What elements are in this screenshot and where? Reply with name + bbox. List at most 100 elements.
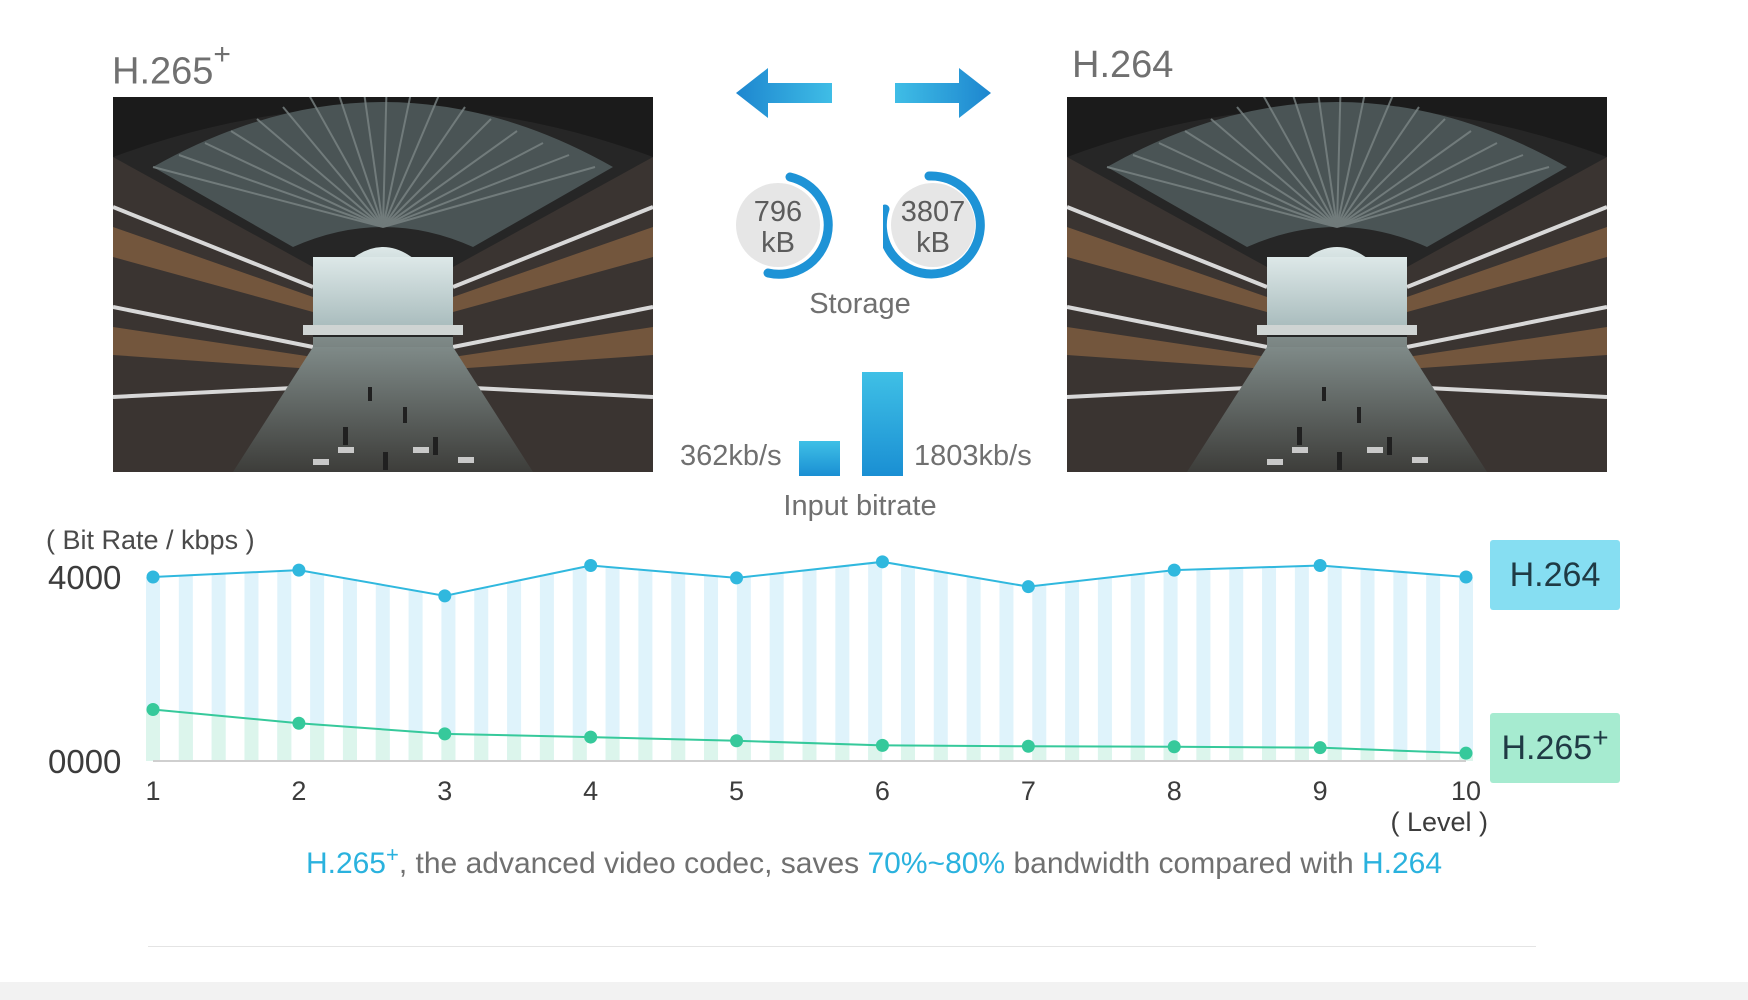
y-tick-label: 4000 — [48, 559, 121, 596]
h264-fill-stripe — [244, 572, 259, 761]
storage-h265-ring: 796 kB — [728, 165, 838, 285]
h265-fill-stripe — [933, 745, 948, 761]
h265-plus-sample-image — [113, 97, 653, 472]
h265-fill-stripe — [211, 715, 226, 761]
h264-fill-stripe — [408, 590, 423, 761]
arrow-right-icon — [895, 68, 991, 118]
h265-fill-stripe — [1032, 746, 1047, 761]
h265-plus-point — [584, 730, 598, 744]
h265-fill-stripe — [474, 734, 489, 761]
h265-fill-stripe — [802, 743, 817, 761]
h264-fill-stripe — [704, 575, 719, 761]
h264-fill-stripe — [1097, 577, 1112, 761]
h265-plus-point — [875, 738, 889, 752]
h264-point — [1313, 559, 1327, 572]
h264-fill-stripe — [1130, 574, 1145, 761]
x-tick-label: 4 — [583, 776, 598, 806]
h265-fill-stripe — [178, 712, 193, 761]
h265-fill-stripe — [1196, 746, 1211, 761]
h264-fill-stripe — [1065, 581, 1080, 761]
h264-fill-stripe — [802, 569, 817, 761]
h265-fill-stripe — [342, 726, 357, 761]
h265-plus-point — [1313, 741, 1327, 755]
x-tick-label: 3 — [437, 776, 452, 806]
h265-plus-point — [146, 702, 160, 716]
h264-point — [1021, 580, 1035, 594]
h264-fill-stripe — [1459, 577, 1473, 761]
h264-fill-stripe — [1163, 570, 1178, 761]
bitrate-line-chart: ( Bit Rate / kbps ) 4000 0000 1 2 3 4 5 6 7 8 9 10( … — [46, 525, 1620, 837]
bitrate-h265-bar — [799, 441, 840, 476]
h264-fill-stripe — [1262, 567, 1277, 761]
h264-fill-stripe — [572, 567, 587, 761]
legend-h265-plus-label: H.265+ — [1501, 722, 1608, 767]
h264-fill-stripe — [605, 567, 620, 761]
h264-point — [438, 589, 452, 603]
h264-fill-stripe — [277, 570, 292, 761]
caption: H.265+, the advanced video codec, saves … — [305, 842, 1443, 880]
x-tick-label: 2 — [291, 776, 306, 806]
h265-fill-stripe — [1097, 746, 1112, 761]
h264-fill-stripe — [999, 582, 1014, 761]
h265-fill-stripe — [605, 737, 620, 761]
h265-fill-stripe — [1294, 747, 1309, 761]
h265-fill-stripe — [999, 746, 1014, 761]
h264-series-line — [152, 560, 1467, 597]
bitrate-h264-bar — [862, 372, 903, 476]
h264-fill-stripe — [441, 595, 456, 761]
h265-fill-stripe — [769, 742, 784, 761]
x-tick-label: 5 — [729, 776, 744, 806]
h265-fill-stripe — [277, 721, 292, 761]
h265-fill-stripe — [441, 733, 456, 761]
h265-fill-stripe — [1130, 746, 1145, 761]
legend-h264-label: H.264 — [1510, 556, 1601, 594]
storage-label: Storage — [809, 288, 911, 320]
h264-fill-stripe — [1294, 566, 1309, 761]
h264-fill-stripe — [769, 573, 784, 761]
h264-fill-stripe — [835, 566, 850, 761]
h265-plus-point — [1167, 740, 1181, 754]
h265-fill-stripe — [1360, 749, 1375, 761]
h264-fill-stripe — [375, 584, 390, 761]
h265-plus-point — [438, 727, 452, 741]
h265-plus-title: H.265+ — [112, 38, 231, 93]
h264-fill-stripe — [1229, 568, 1244, 761]
h264-title: H.264 — [1072, 44, 1174, 86]
h265-fill-stripe — [900, 745, 915, 761]
h264-sample-image — [1067, 97, 1607, 472]
h265-fill-stripe — [1065, 746, 1080, 761]
h265-plus-point — [730, 734, 744, 748]
h264-point — [584, 559, 598, 572]
h265-fill-stripe — [310, 724, 325, 761]
x-tick-label: 8 — [1167, 776, 1182, 806]
arrow-left-icon — [736, 68, 832, 118]
h265-fill-stripe — [966, 745, 981, 761]
h265-fill-stripe — [638, 738, 653, 761]
y-axis-title: ( Bit Rate / kbps ) — [46, 525, 255, 555]
h265-fill-stripe — [572, 736, 587, 761]
h265-plus-series-line — [152, 708, 1467, 755]
h264-fill-stripe — [736, 577, 751, 761]
h264-point — [730, 571, 744, 585]
legend-h265-plus-badge — [1490, 713, 1620, 783]
h264-fill-stripe — [342, 579, 357, 761]
h265-fill-stripe — [671, 739, 686, 761]
h264-fill-stripe — [1393, 571, 1408, 761]
x-tick-label: 6 — [875, 776, 890, 806]
h265-fill-stripe — [408, 731, 423, 761]
h264-fill-stripe — [966, 577, 981, 761]
h265-fill-stripe — [375, 729, 390, 761]
x-tick-label: 9 — [1313, 776, 1328, 806]
footer-band — [0, 982, 1748, 1000]
h264-fill-stripe — [474, 588, 489, 761]
h265-fill-stripe — [146, 709, 160, 761]
h264-fill-stripe — [211, 573, 226, 761]
h264-point — [146, 570, 160, 584]
h265-fill-stripe — [1393, 750, 1408, 761]
h264-fill-stripe — [1032, 585, 1047, 761]
input-bitrate-label: Input bitrate — [783, 490, 937, 522]
h264-fill-stripe — [1360, 569, 1375, 761]
y-tick-label: 0000 — [48, 743, 121, 780]
h264-fill-stripe — [539, 574, 554, 761]
h265-fill-stripe — [1426, 751, 1441, 761]
